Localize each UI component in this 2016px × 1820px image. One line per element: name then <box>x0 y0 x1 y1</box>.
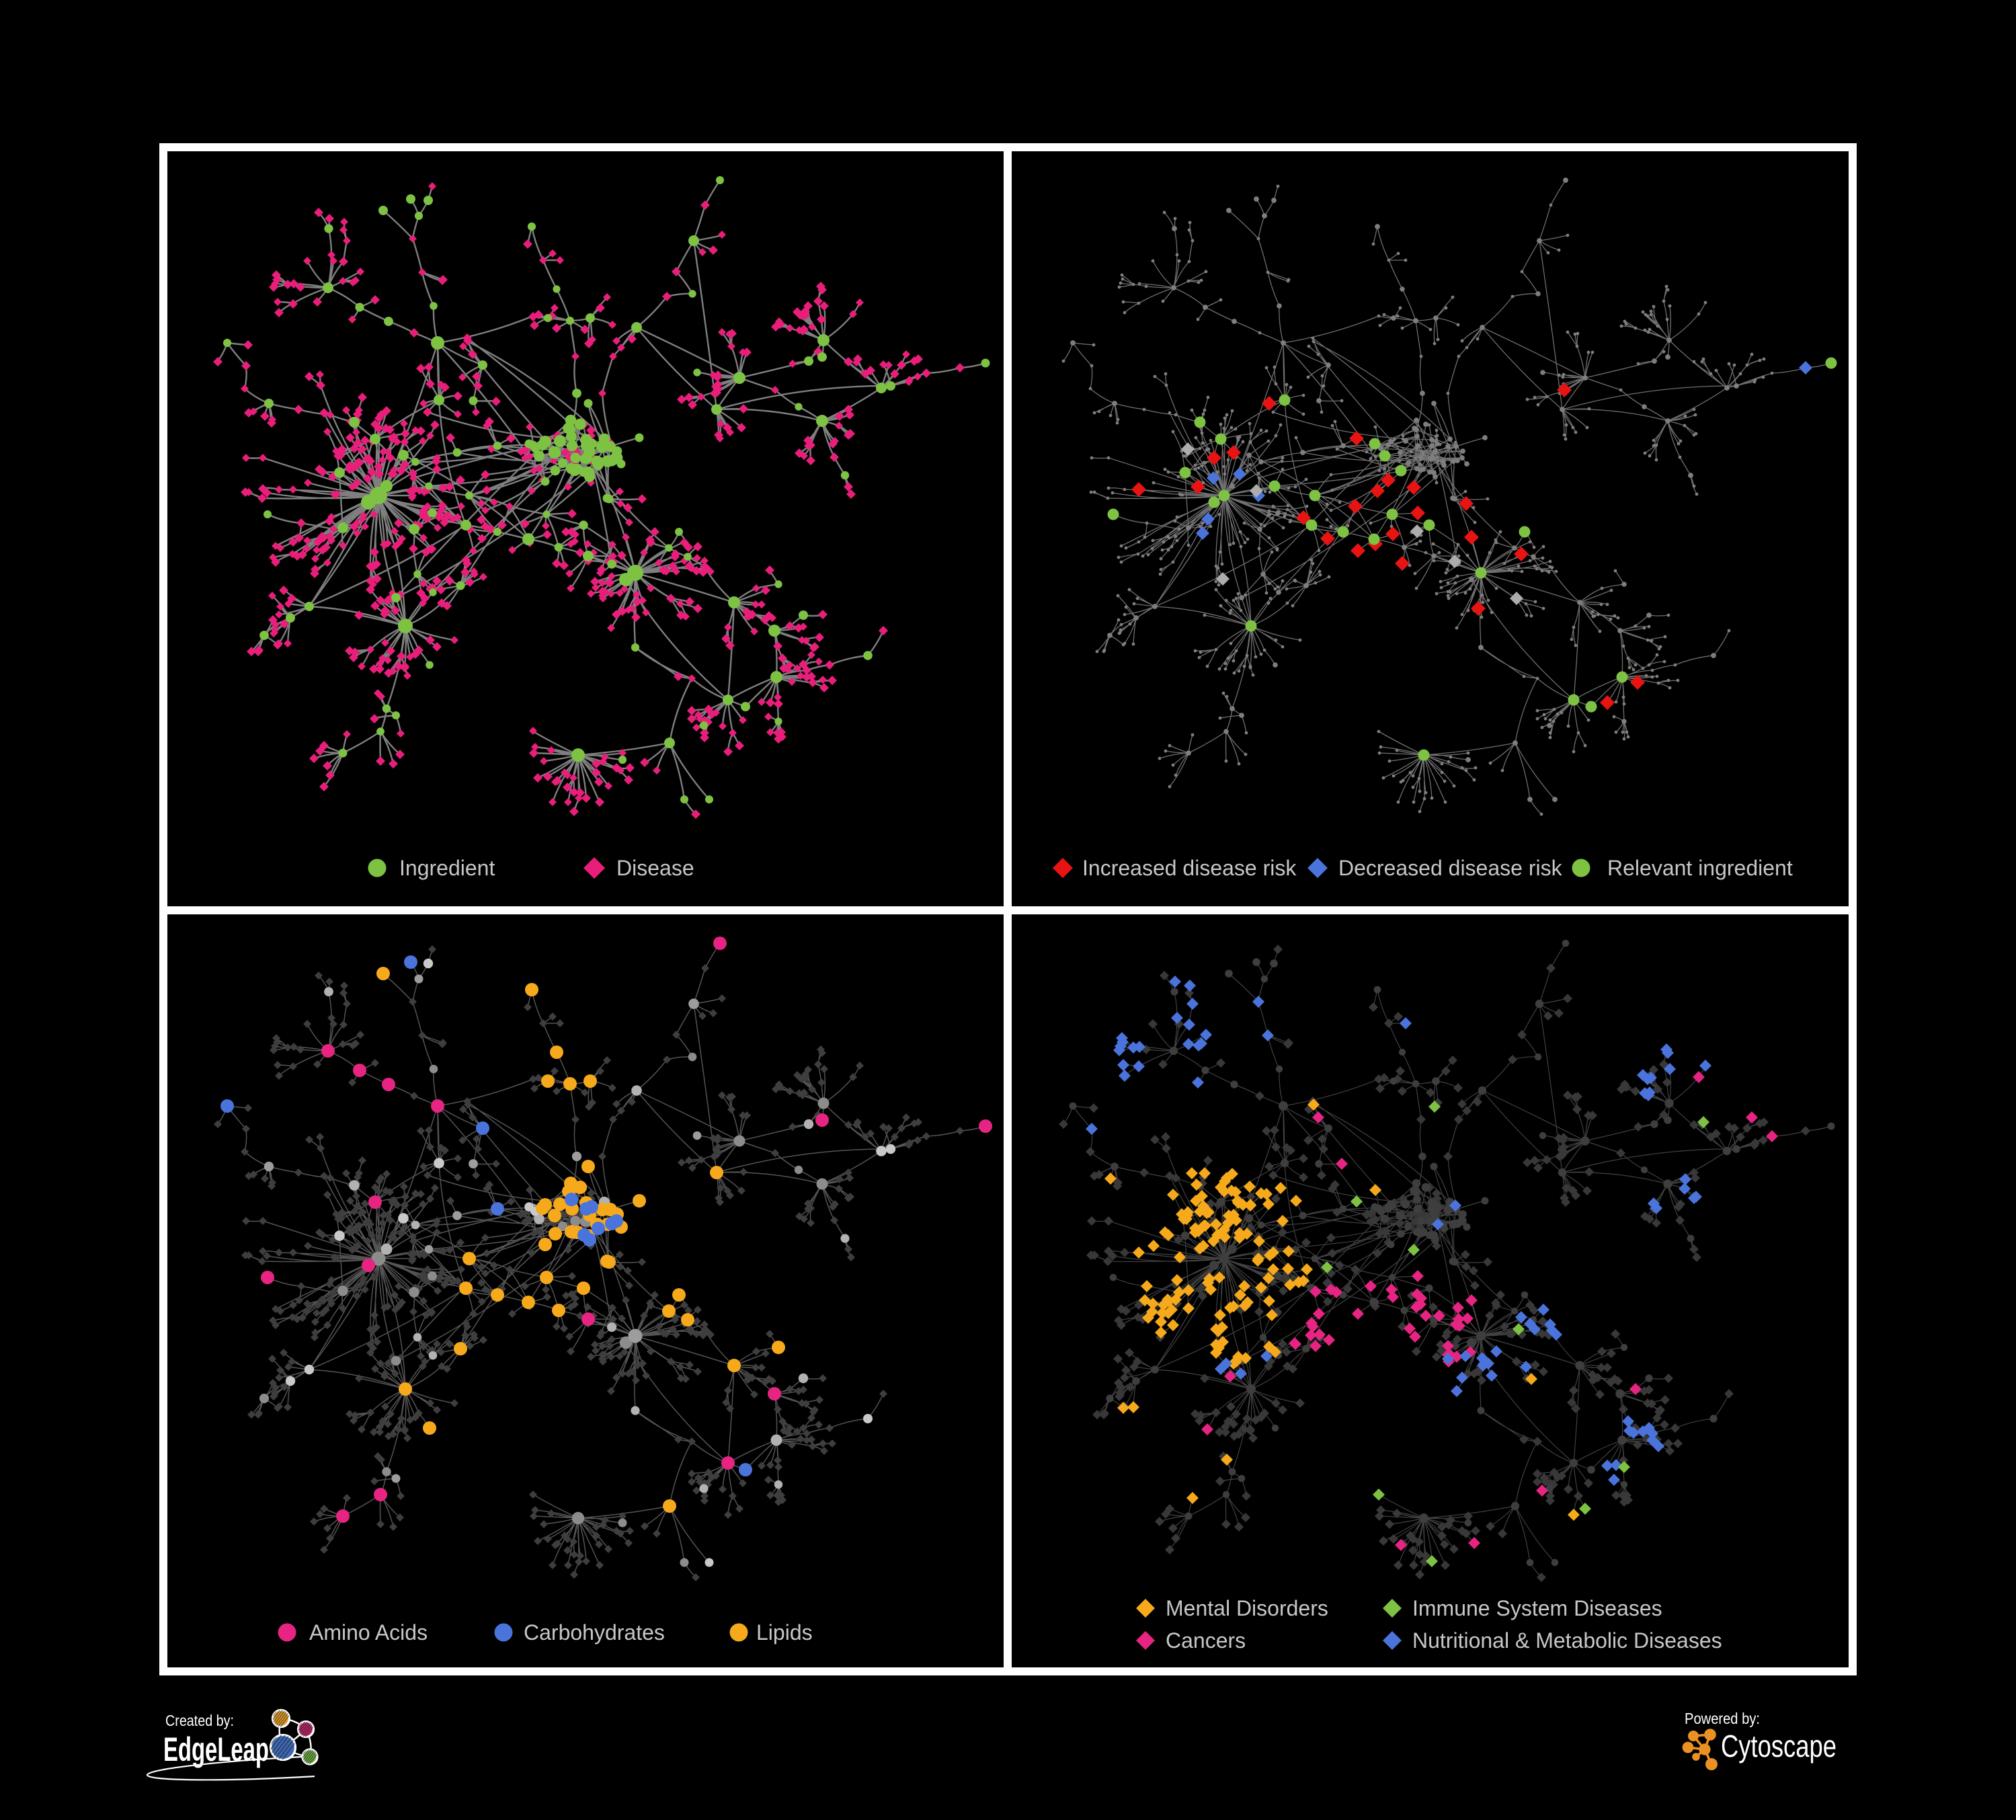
svg-text:Disease: Disease <box>616 856 694 880</box>
svg-text:Relevant ingredient: Relevant ingredient <box>1607 856 1793 880</box>
svg-text:Cancers: Cancers <box>1166 1628 1246 1653</box>
svg-text:Ingredient: Ingredient <box>399 856 495 880</box>
svg-text:Decreased disease risk: Decreased disease risk <box>1338 856 1563 880</box>
svg-text:Created by:: Created by: <box>165 1712 234 1729</box>
svg-text:Mental Disorders: Mental Disorders <box>1166 1596 1328 1620</box>
svg-text:Nutritional & Metabolic Diseas: Nutritional & Metabolic Diseases <box>1412 1628 1722 1653</box>
svg-text:EdgeLeap: EdgeLeap <box>163 1731 269 1768</box>
svg-text:Cytoscape: Cytoscape <box>1721 1729 1837 1764</box>
svg-text:Carbohydrates: Carbohydrates <box>524 1620 665 1645</box>
svg-text:Lipids: Lipids <box>756 1620 813 1645</box>
svg-text:Increased disease risk: Increased disease risk <box>1082 856 1297 880</box>
svg-text:Amino Acids: Amino Acids <box>309 1620 428 1645</box>
svg-text:Immune System Diseases: Immune System Diseases <box>1412 1596 1662 1620</box>
svg-text:Powered by:: Powered by: <box>1685 1710 1760 1727</box>
